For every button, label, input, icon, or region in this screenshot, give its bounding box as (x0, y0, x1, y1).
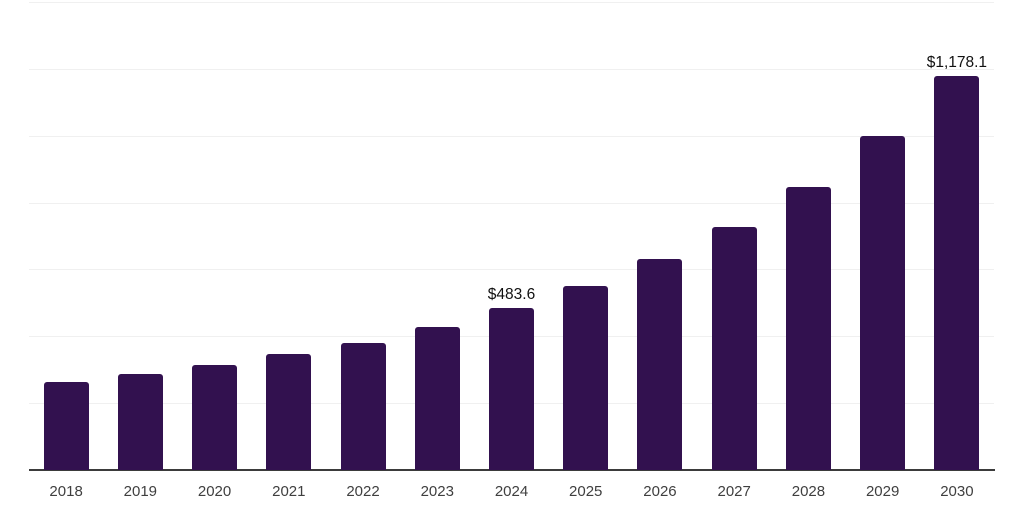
bar-2021 (266, 354, 312, 470)
bar-2024 (489, 308, 534, 470)
x-tick-label-2023: 2023 (420, 483, 454, 500)
x-tick-label-2021: 2021 (272, 483, 306, 500)
x-tick-label-2020: 2020 (197, 483, 232, 500)
bar-value-label-2024: $483.6 (487, 286, 536, 304)
gridline (29, 269, 994, 271)
x-tick-label-2022: 2022 (346, 483, 380, 500)
gridline (29, 68, 994, 70)
bar-2028 (785, 187, 831, 470)
gridline (29, 135, 994, 137)
bar-2022 (340, 342, 386, 470)
bar-2027 (711, 226, 757, 470)
bar-2020 (192, 365, 238, 470)
bar-2029 (860, 136, 906, 470)
bar-2018 (43, 382, 89, 470)
x-tick-label-2019: 2019 (123, 483, 158, 500)
bar-2019 (117, 374, 163, 470)
x-tick-label-2024: 2024 (494, 483, 529, 500)
gridline (29, 202, 994, 204)
x-tick-label-2029: 2029 (865, 483, 900, 500)
gridline (29, 2, 994, 3)
x-tick-label-2027: 2027 (717, 483, 751, 500)
x-tick-label-2026: 2026 (643, 483, 677, 500)
bar-2025 (563, 285, 609, 470)
x-tick-label-2030: 2030 (940, 483, 974, 500)
bar-2030 (934, 76, 980, 470)
bar-value-label-2030: $1,178.1 (926, 54, 988, 72)
x-tick-label-2018: 2018 (49, 483, 83, 500)
x-tick-label-2028: 2028 (791, 483, 826, 500)
bar-2026 (637, 258, 683, 470)
x-axis-line (29, 469, 995, 471)
bar-2023 (414, 327, 460, 470)
x-tick-label-2025: 2025 (569, 483, 603, 500)
